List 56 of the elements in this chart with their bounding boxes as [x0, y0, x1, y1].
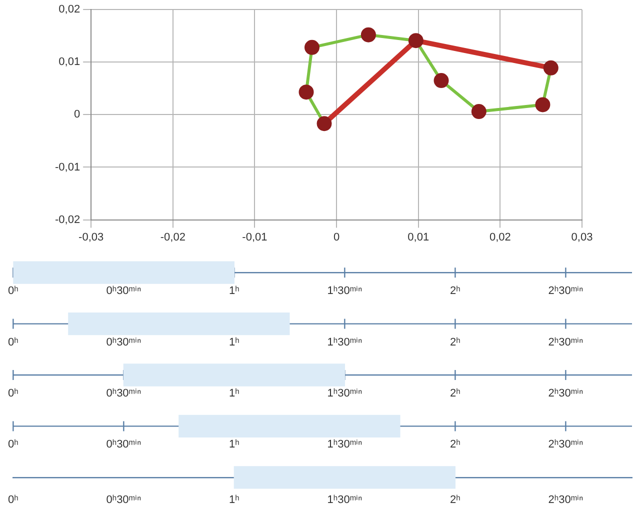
text: 1ʰ [229, 388, 240, 400]
point [304, 40, 320, 55]
x-tick-label: 2ʰ30ᵐⁱⁿ [548, 494, 584, 506]
point [408, 33, 424, 48]
text: 2ʰ [450, 336, 460, 348]
point [535, 97, 550, 112]
text: 0ʰ [8, 388, 18, 400]
text: 1ʰ [229, 285, 240, 298]
bar [123, 364, 346, 386]
x-tick-label: 0 [333, 231, 340, 244]
x-tick-label: 0,02 [489, 231, 511, 244]
text: 1ʰ30ᵐⁱⁿ [327, 285, 362, 298]
text: 2ʰ [450, 285, 460, 298]
bar [234, 466, 456, 489]
bar [178, 414, 400, 438]
y-tick-label: -0,02 [54, 214, 80, 226]
text: 0ʰ30ᵐⁱⁿ [106, 336, 142, 348]
x-tick-label: 1ʰ [229, 494, 240, 506]
text: 0ʰ30ᵐⁱⁿ [106, 285, 142, 298]
text: 1ʰ30ᵐⁱⁿ [327, 438, 362, 451]
text: 0ʰ [8, 285, 18, 298]
point [316, 116, 332, 132]
point [543, 60, 558, 76]
point [434, 73, 449, 88]
text: 2ʰ30ᵐⁱⁿ [548, 336, 584, 348]
text: 2ʰ [450, 388, 460, 400]
text: 2ʰ30ᵐⁱⁿ [548, 285, 584, 298]
bar [68, 312, 290, 336]
y-tick-label: 0,02 [58, 4, 80, 16]
point [471, 104, 486, 120]
x-tick-label: 0,03 [571, 231, 593, 244]
x-tick-label: 0,01 [408, 231, 430, 244]
text: 2ʰ [450, 438, 460, 451]
text: 0ʰ [8, 438, 18, 451]
y-tick-label: 0,01 [58, 56, 80, 68]
text: 1ʰ [229, 438, 240, 451]
text: 1ʰ [229, 336, 240, 348]
x-tick-label: 0ʰ [8, 494, 18, 506]
x-tick-label: 1ʰ30ᵐⁱⁿ [327, 494, 362, 506]
text: 2ʰ30ᵐⁱⁿ [548, 438, 584, 451]
x-tick-label: 0ʰ30ᵐⁱⁿ [106, 494, 142, 506]
y-tick-label: 0 [74, 108, 80, 121]
text: 1ʰ30ᵐⁱⁿ [327, 336, 362, 348]
point [360, 27, 376, 42]
text: 0ʰ [8, 336, 18, 348]
bar [13, 261, 235, 284]
text: 0ʰ30ᵐⁱⁿ [106, 438, 142, 451]
text: 0ʰ30ᵐⁱⁿ [106, 388, 142, 400]
point [298, 84, 314, 100]
text: 2ʰ30ᵐⁱⁿ [548, 388, 584, 400]
text: 1ʰ30ᵐⁱⁿ [327, 388, 362, 400]
x-tick-label: -0,01 [242, 231, 268, 244]
x-tick-label: -0,02 [160, 231, 186, 244]
x-tick-label: 2ʰ [450, 494, 460, 506]
y-tick-label: -0,01 [54, 161, 80, 174]
x-tick-label: -0,03 [78, 231, 104, 244]
